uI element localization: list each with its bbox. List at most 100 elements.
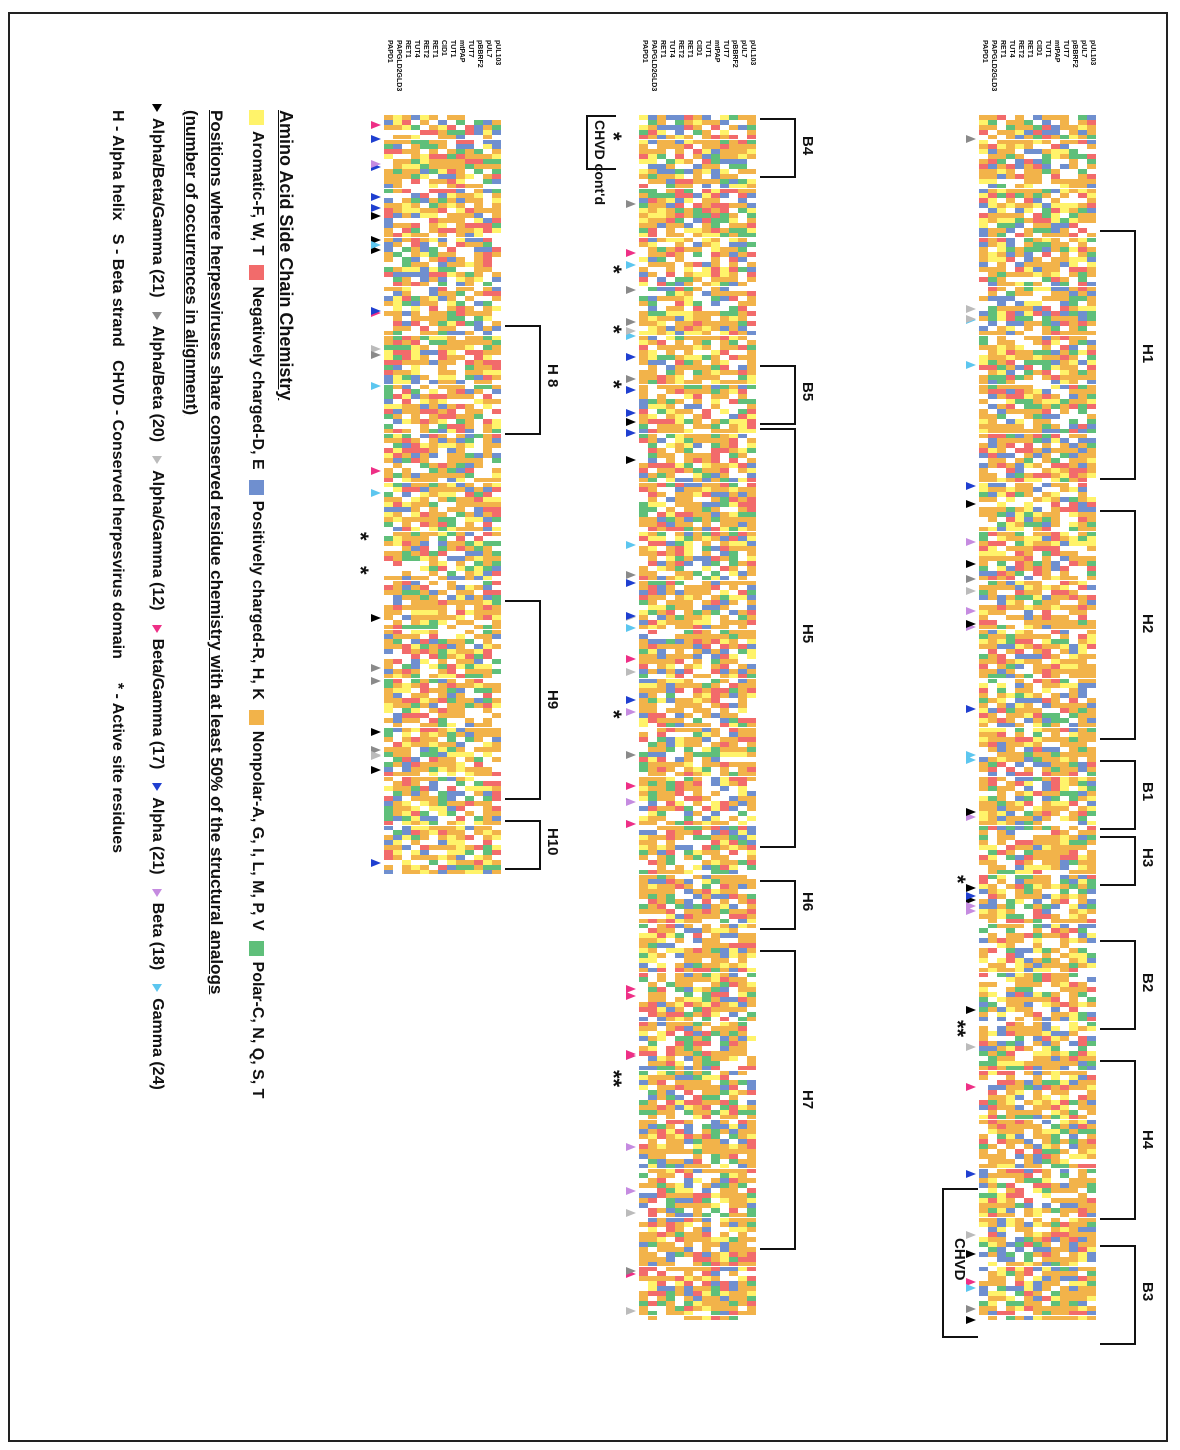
label-b5: B5 <box>799 382 816 401</box>
conservation-marker <box>626 668 636 677</box>
sequence-name: mtPAP <box>458 40 465 62</box>
marker-swatch-bg <box>152 624 162 633</box>
alignment-block-2 <box>639 115 756 1325</box>
swatch-negative <box>249 265 265 281</box>
conservation-marker <box>371 766 381 775</box>
conservation-marker <box>966 1006 976 1015</box>
legend-abbreviations: H - Alpha helix S - Beta strand CHVD - C… <box>108 110 126 659</box>
conservation-marker <box>626 352 636 361</box>
bracket-h7 <box>760 950 796 1250</box>
sequence-name: PAPD1 <box>386 40 393 63</box>
conservation-marker <box>626 695 636 704</box>
bracket-h1 <box>1100 230 1136 480</box>
conservation-marker <box>966 1283 976 1292</box>
bracket-h10 <box>505 820 541 870</box>
sequence-name: TUT1 <box>449 40 456 58</box>
sequence-name: PAPGLD2GLD3 <box>650 40 657 91</box>
positions-subtitle: (number of occurrences in alignment) <box>181 110 201 415</box>
conservation-marker <box>626 820 636 829</box>
bracket-h8 <box>505 325 541 435</box>
conservation-marker <box>371 488 381 497</box>
legend-marker-abg: Alpha/Beta/Gamma (21) <box>148 118 166 298</box>
legend-asterisk-note: * - Active site residues <box>108 683 126 853</box>
sequence-name: pUL7 <box>485 40 492 58</box>
sequence-name: PAPGLD2GLD3 <box>990 40 997 91</box>
conservation-marker <box>966 1230 976 1239</box>
sequence-name: RET1 <box>404 40 411 58</box>
conservation-marker <box>966 482 976 491</box>
label-h3: H3 <box>1139 848 1156 867</box>
bracket-b5 <box>760 365 796 425</box>
conservation-marker <box>371 134 381 143</box>
conservation-marker <box>626 285 636 294</box>
legend-polar: Polar-C, N, Q, S, T <box>248 962 266 1099</box>
conservation-marker <box>966 499 976 508</box>
conservation-marker <box>626 1266 636 1275</box>
conservation-marker <box>371 614 381 623</box>
conservation-marker <box>966 1170 976 1179</box>
sequence-name: PAPGLD2GLD3 <box>395 40 402 91</box>
conservation-marker <box>966 360 976 369</box>
legend-chemistry-row: Aromatic-F, W, T Negatively charged-D, E… <box>248 100 266 1098</box>
sequence-name: PAPD1 <box>641 40 648 63</box>
conservation-marker <box>626 1187 636 1196</box>
conservation-marker <box>626 418 636 427</box>
label-b3: B3 <box>1139 1282 1156 1301</box>
conservation-marker <box>626 409 636 418</box>
conservation-marker <box>626 455 636 464</box>
sequence-name: pUL103 <box>1089 40 1096 65</box>
bracket-h2 <box>1100 510 1136 740</box>
sequence-name: pUL7 <box>740 40 747 58</box>
conservation-marker <box>371 382 381 391</box>
bracket-h5 <box>760 428 796 848</box>
conservation-marker <box>966 606 976 615</box>
conservation-marker <box>371 120 381 129</box>
marker-swatch-g <box>152 984 162 993</box>
sequence-name: RET1 <box>659 40 666 58</box>
conservation-marker <box>966 537 976 546</box>
bracket-b2 <box>1100 940 1136 1030</box>
swatch-positive <box>249 479 265 495</box>
active-site-star: * <box>600 380 626 389</box>
conservation-marker <box>966 1250 976 1259</box>
sequence-name: RET1 <box>431 40 438 58</box>
sequence-name: TUT1 <box>1044 40 1051 58</box>
conservation-marker <box>966 1083 976 1092</box>
marker-swatch-a <box>152 783 162 792</box>
alignment-block-3 <box>384 115 501 875</box>
label-h7: H7 <box>799 1090 816 1109</box>
label-h8: H 8 <box>544 364 561 387</box>
conservation-marker <box>371 241 381 250</box>
conservation-marker <box>966 574 976 583</box>
conservation-marker <box>371 467 381 476</box>
conservation-marker <box>626 318 636 327</box>
sequence-name: pUL103 <box>749 40 756 65</box>
conservation-marker <box>966 560 976 569</box>
sequence-name: CID1 <box>440 40 447 56</box>
active-site-star: * <box>347 532 373 541</box>
sequence-name: TUT7 <box>467 40 474 58</box>
bracket-b3 <box>1100 1245 1136 1345</box>
rotated-figure: pUL103 pUL7 pBBRF2 TUT7 mtPAP TUT1 CID1 RET1 RET… <box>16 20 1156 1420</box>
active-site-star: * <box>600 325 626 334</box>
conservation-marker <box>626 781 636 790</box>
conservation-marker <box>626 1143 636 1152</box>
active-site-star: ** <box>944 1020 970 1037</box>
conservation-marker <box>626 248 636 257</box>
conservation-marker <box>966 304 976 313</box>
conservation-marker <box>626 199 636 208</box>
conservation-marker <box>626 624 636 633</box>
conservation-marker <box>966 906 976 915</box>
conservation-marker <box>966 705 976 714</box>
sequence-name: RET2 <box>677 40 684 58</box>
swatch-polar <box>249 940 265 956</box>
sequence-name: RET2 <box>422 40 429 58</box>
conservation-marker <box>371 159 381 168</box>
active-site-star: * <box>600 710 626 719</box>
label-h9: H9 <box>544 690 561 709</box>
conservation-marker <box>626 326 636 335</box>
legend-aromatic: Aromatic-F, W, T <box>248 131 266 255</box>
bracket-h9 <box>505 600 541 800</box>
conservation-marker <box>626 540 636 549</box>
conservation-marker <box>966 891 976 900</box>
